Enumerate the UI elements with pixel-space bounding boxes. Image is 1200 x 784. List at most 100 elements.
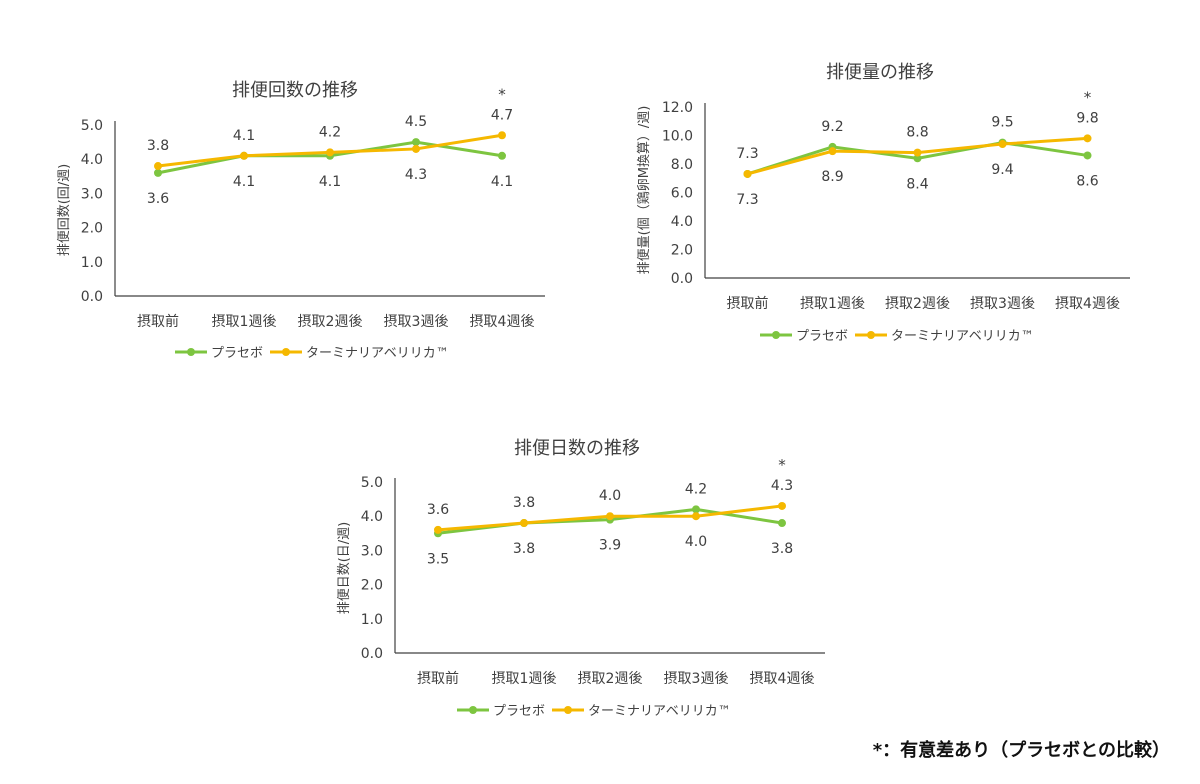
y-axis-label: 排便日数(日/週) — [337, 522, 352, 615]
y-axis-label: 排便回数(回/週) — [57, 164, 72, 257]
chart-3: 排便日数の推移 0.0 1.0 2.0 3.0 4.0 5.0 排便日数(日/週) 摂取前 摂取1… — [337, 438, 825, 719]
legend-label: プラセボ — [796, 329, 848, 344]
data-point — [606, 512, 614, 521]
data-label: 4.0 — [685, 534, 707, 550]
data-label: 3.5 — [427, 551, 449, 567]
data-label: 9.8 — [1076, 110, 1098, 126]
data-point — [778, 519, 786, 528]
legend-label: ターミナリアベリリカ™ — [588, 704, 731, 719]
data-label: 3.8 — [147, 138, 169, 154]
legend-entry-2: ターミナリアベリリカ™ — [270, 346, 449, 361]
data-label: 4.1 — [319, 174, 341, 190]
data-label: 3.8 — [513, 541, 535, 557]
x-tick-label: 摂取3週後 — [970, 296, 1035, 312]
x-tick-label: 摂取1週後 — [212, 314, 277, 330]
data-label: 3.6 — [427, 502, 449, 518]
data-label: 8.4 — [906, 176, 928, 192]
data-point — [434, 525, 442, 534]
data-point — [1083, 151, 1092, 160]
x-tick-label: 摂取1週後 — [800, 296, 865, 312]
data-point — [913, 148, 922, 157]
y-tick-label: 4.0 — [81, 152, 103, 168]
data-point — [692, 505, 700, 514]
data-point — [412, 138, 420, 147]
x-tick-label: 摂取前 — [727, 295, 769, 312]
data-label: 4.3 — [405, 167, 427, 183]
legend-swatch-marker — [564, 706, 572, 714]
data-label: 4.7 — [491, 107, 513, 123]
data-point — [154, 168, 162, 177]
chart-2: 排便量の推移 0.0 2.0 4.0 6.0 8.0 10.0 12.0 排便量(個（鶏卵M換算… — [637, 62, 1130, 344]
chart-title: 排便回数の推移 — [232, 80, 358, 101]
y-tick-label: 2.0 — [81, 221, 103, 237]
y-tick-label: 8.0 — [671, 157, 693, 173]
data-point — [154, 162, 162, 171]
data-label: 4.2 — [685, 481, 707, 497]
data-label: 4.1 — [233, 174, 255, 190]
significance-mark: * — [778, 456, 786, 474]
x-tick-label: 摂取4週後 — [750, 671, 815, 687]
data-point — [498, 151, 506, 160]
data-point — [692, 512, 700, 521]
y-tick-label: 5.0 — [81, 118, 103, 134]
data-point — [828, 147, 837, 156]
data-point — [498, 131, 506, 140]
significance-footnote: *：有意差あり（プラセボとの比較） — [872, 740, 1170, 761]
legend-swatch-marker — [187, 348, 195, 356]
data-label: 3.8 — [513, 495, 535, 511]
x-tick-label: 摂取3週後 — [384, 314, 449, 330]
data-label: 9.4 — [991, 162, 1013, 178]
x-tick-label: 摂取2週後 — [885, 296, 950, 312]
chart-1: 排便回数の推移 0.0 1.0 2.0 3.0 4.0 5.0 排便回数(回/週) 摂取前 摂取1… — [57, 80, 545, 361]
y-tick-label: 4.0 — [671, 214, 693, 230]
data-label: 4.5 — [405, 114, 427, 130]
legend-label: ターミナリアベリリカ™ — [891, 329, 1034, 344]
data-label: 9.5 — [991, 115, 1013, 131]
legend-entry-1: プラセボ — [760, 329, 848, 344]
x-tick-label: 摂取1週後 — [492, 671, 557, 687]
data-point — [326, 148, 334, 157]
y-axis-label: 排便量(個（鶏卵M換算）/週) — [637, 106, 652, 275]
data-label: 3.6 — [147, 191, 169, 207]
data-label: 7.3 — [736, 146, 758, 162]
data-label: 4.1 — [491, 174, 513, 190]
data-point — [998, 140, 1007, 149]
legend-swatch-marker — [282, 348, 290, 356]
legend-swatch-marker — [469, 706, 477, 714]
y-tick-label: 6.0 — [671, 186, 693, 202]
x-tick-label: 摂取2週後 — [578, 671, 643, 687]
x-tick-label: 摂取4週後 — [470, 314, 535, 330]
x-tick-label: 摂取2週後 — [298, 314, 363, 330]
legend-label: ターミナリアベリリカ™ — [306, 346, 449, 361]
y-tick-label: 2.0 — [361, 578, 383, 594]
data-point — [743, 169, 752, 178]
data-point — [913, 154, 922, 163]
y-tick-label: 1.0 — [81, 255, 103, 271]
legend-entry-1: プラセボ — [175, 346, 263, 361]
data-label: 8.6 — [1076, 173, 1098, 189]
y-tick-label: 0.0 — [671, 271, 693, 287]
data-point — [1083, 134, 1092, 143]
chart-title: 排便日数の推移 — [514, 438, 640, 459]
data-label: 3.9 — [599, 538, 621, 554]
y-tick-label: 2.0 — [671, 243, 693, 259]
y-tick-label: 5.0 — [361, 475, 383, 491]
data-point — [520, 519, 528, 528]
y-tick-label: 1.0 — [361, 612, 383, 628]
legend-entry-2: ターミナリアベリリカ™ — [552, 704, 731, 719]
significance-mark: * — [498, 85, 506, 103]
legend-swatch-marker — [867, 331, 875, 339]
y-tick-label: 3.0 — [361, 543, 383, 559]
y-tick-label: 12.0 — [662, 100, 693, 116]
data-label: 8.9 — [821, 169, 843, 185]
data-label: 4.0 — [599, 488, 621, 504]
data-point — [778, 501, 786, 510]
legend-swatch-marker — [772, 331, 780, 339]
data-label: 8.8 — [906, 125, 928, 141]
legend-entry-2: ターミナリアベリリカ™ — [855, 329, 1034, 344]
y-tick-label: 4.0 — [361, 509, 383, 525]
y-tick-label: 3.0 — [81, 186, 103, 202]
data-label: 9.2 — [821, 119, 843, 135]
x-tick-label: 摂取前 — [417, 670, 459, 687]
